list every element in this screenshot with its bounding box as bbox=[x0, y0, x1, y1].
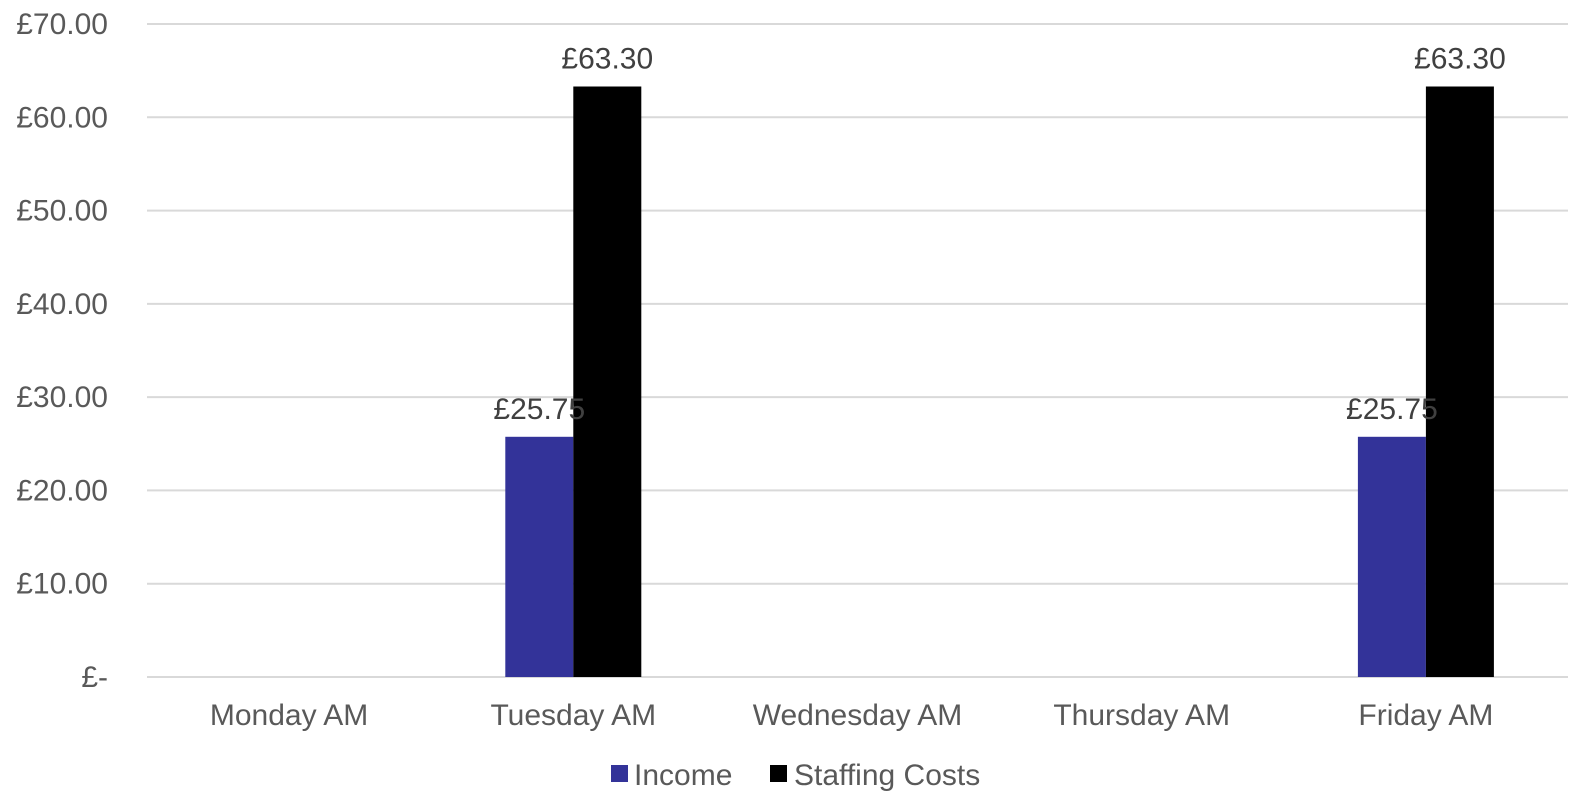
y-tick-label: £20.00 bbox=[16, 474, 108, 507]
y-tick-label: £50.00 bbox=[16, 195, 108, 228]
x-category-label: Monday AM bbox=[210, 699, 368, 732]
bar-staffing-costs bbox=[573, 86, 642, 678]
y-tick-label: £40.00 bbox=[16, 288, 108, 321]
x-axis-category-labels: Monday AM Tuesday AM Wednesday AM Thursday … bbox=[210, 699, 1494, 732]
y-tick-label: £70.00 bbox=[16, 8, 108, 41]
legend-item-staffing-costs: Staffing Costs bbox=[770, 759, 980, 792]
y-tick-label: £30.00 bbox=[16, 381, 108, 414]
legend-item-income: Income bbox=[611, 759, 732, 792]
legend-swatch bbox=[770, 765, 787, 782]
data-labels: £25.75 £25.75 £63.30 £63.30 bbox=[493, 43, 1505, 426]
data-label: £63.30 bbox=[1414, 43, 1506, 76]
y-axis-tick-labels: £- £10.00 £20.00 £30.00 £40.00 £50.00 £60.00 £7… bbox=[16, 8, 108, 694]
bars bbox=[505, 86, 1494, 678]
y-tick-label: £10.00 bbox=[16, 568, 108, 601]
gridlines bbox=[147, 23, 1568, 678]
x-category-label: Tuesday AM bbox=[490, 699, 656, 732]
bar-staffing-costs bbox=[1425, 86, 1494, 678]
x-category-label: Wednesday AM bbox=[753, 699, 963, 732]
data-label: £63.30 bbox=[561, 43, 653, 76]
data-label: £25.75 bbox=[493, 393, 585, 426]
legend-label: Income bbox=[634, 759, 732, 792]
bar-income bbox=[505, 436, 574, 677]
legend-swatch bbox=[611, 765, 628, 782]
x-category-label: Friday AM bbox=[1358, 699, 1493, 732]
y-tick-label: £60.00 bbox=[16, 101, 108, 134]
data-label: £25.75 bbox=[1346, 393, 1438, 426]
legend-label: Staffing Costs bbox=[794, 759, 980, 792]
bar-income bbox=[1357, 436, 1426, 677]
legend: Income Staffing Costs bbox=[611, 759, 980, 792]
x-category-label: Thursday AM bbox=[1053, 699, 1230, 732]
y-tick-label: £- bbox=[81, 661, 108, 694]
